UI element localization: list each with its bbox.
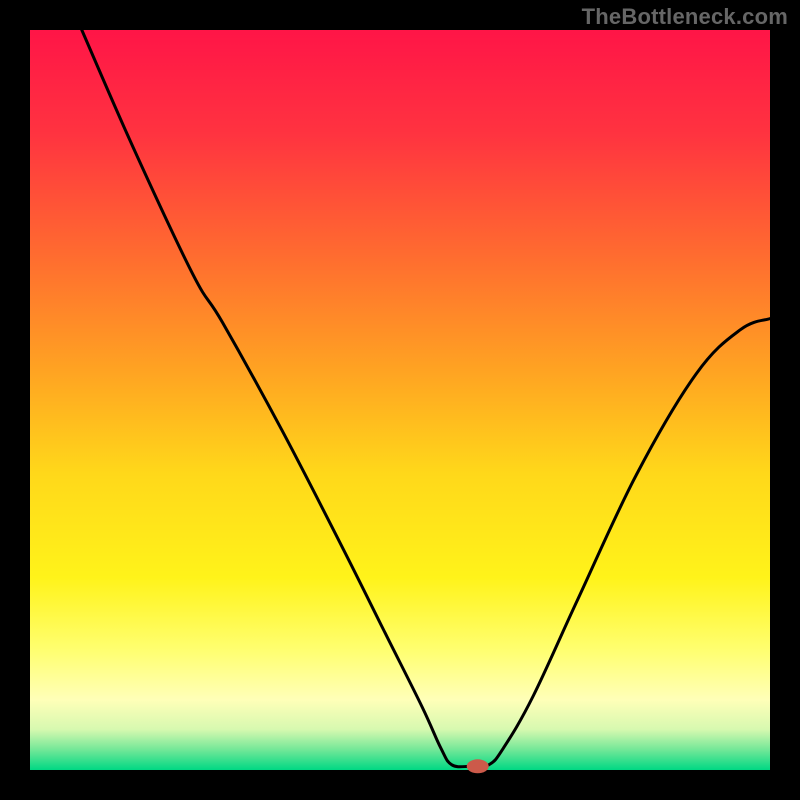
plot-background bbox=[30, 30, 770, 770]
optimum-marker bbox=[467, 759, 489, 773]
watermark-text: TheBottleneck.com bbox=[582, 4, 788, 30]
bottleneck-chart bbox=[0, 0, 800, 800]
